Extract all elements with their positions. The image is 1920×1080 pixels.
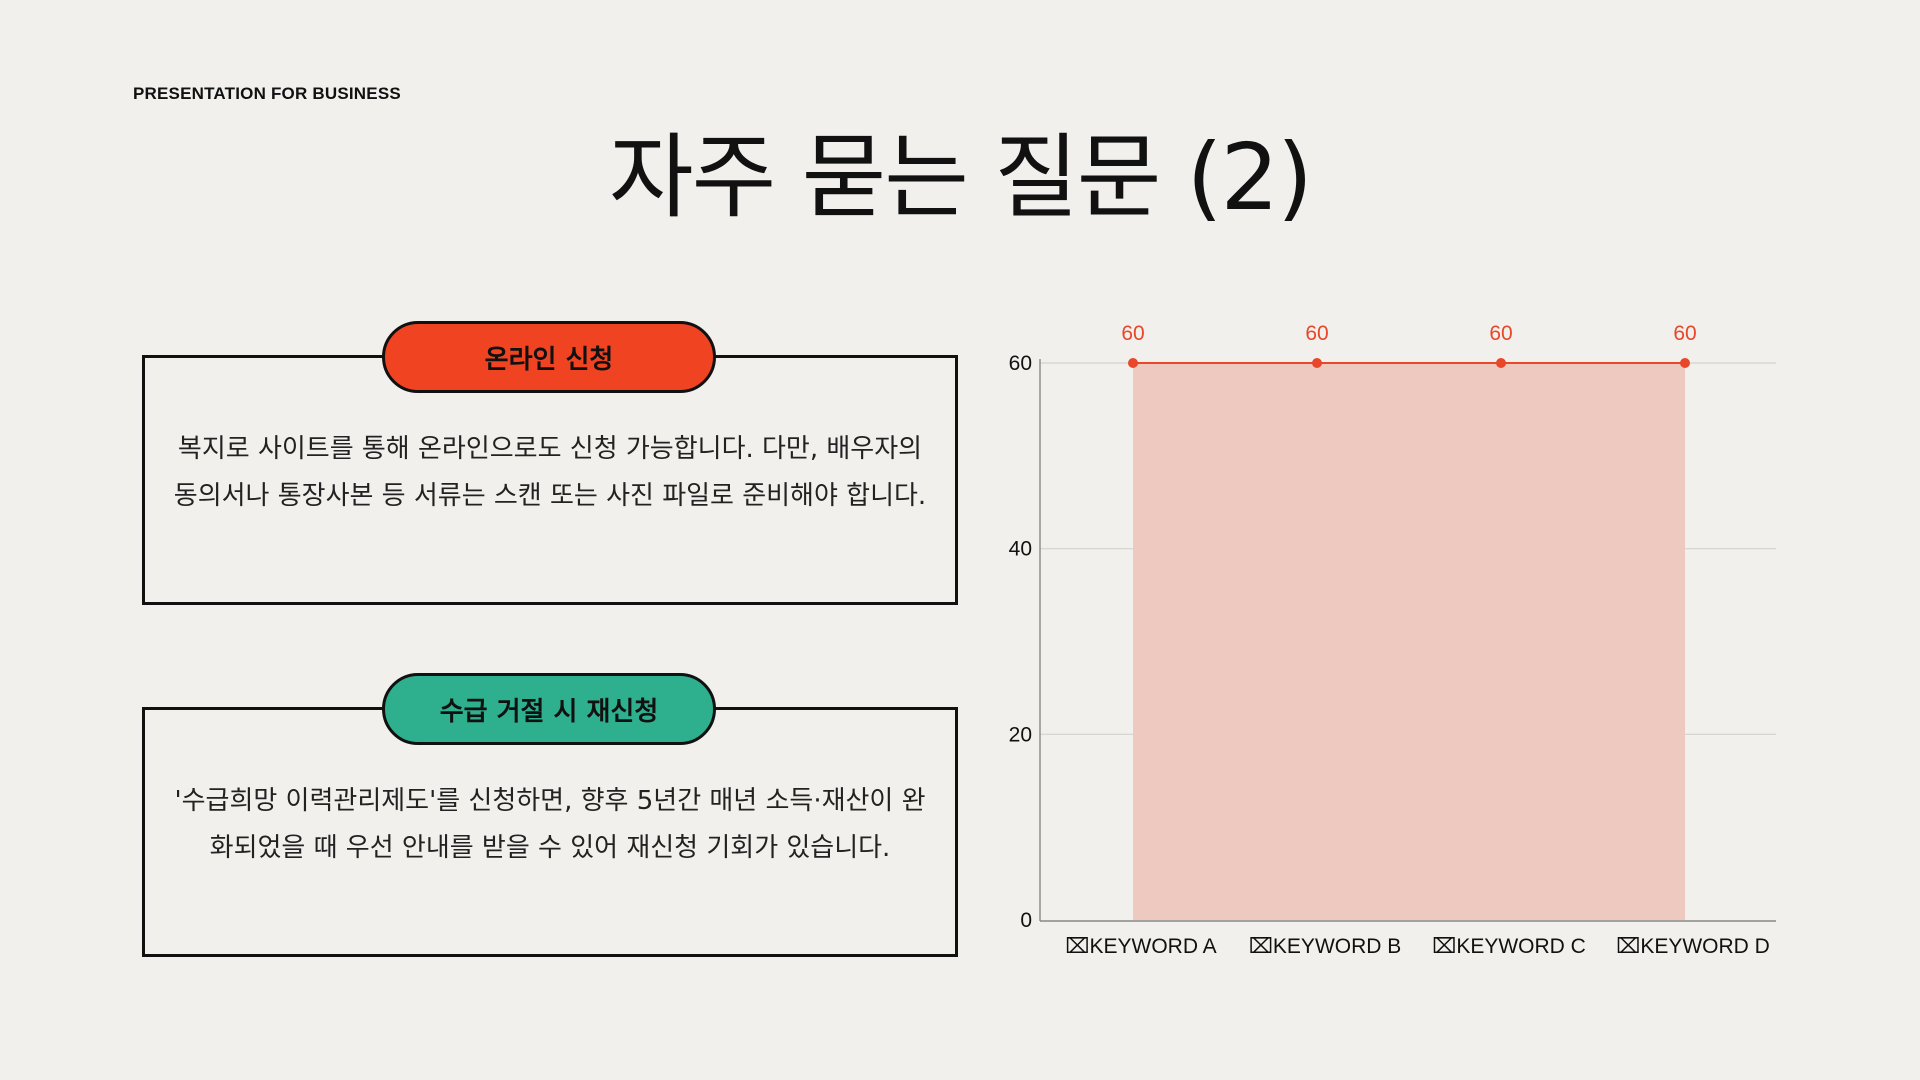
tag-pill-online: 온라인 신청 (382, 321, 716, 393)
card-line: 화되었을 때 우선 안내를 받을 수 있어 재신청 기회가 있습니다. (209, 833, 891, 863)
tag-pill-reapply: 수급 거절 시 재신청 (382, 673, 716, 745)
keyword-chart: 0 20 40 60 60 60 60 60 ⌧KEYWORD A ⌧KEYWORD B ⌧KEYW… (990, 305, 1790, 985)
x-tick-label: ⌧KEYWORD C (1432, 935, 1586, 958)
eyebrow-label: PRESENTATION FOR BUSINESS (133, 84, 401, 103)
card-line: 동의서나 통장사본 등 서류는 스캔 또는 사진 파일로 준비해야 합니다. (173, 481, 927, 511)
y-tick-label: 60 (1009, 352, 1032, 375)
data-point (1680, 358, 1690, 368)
series-area (1133, 363, 1685, 920)
x-tick-label: ⌧KEYWORD D (1616, 935, 1770, 958)
data-point (1312, 358, 1322, 368)
card-line: 복지로 사이트를 통해 온라인으로도 신청 가능합니다. 다만, 배우자의 (177, 434, 923, 464)
y-tick-label: 20 (1009, 723, 1032, 746)
data-label: 60 (1673, 322, 1696, 345)
y-tick-label: 40 (1009, 538, 1032, 561)
faq-card-reapply: '수급희망 이력관리제도'를 신청하면, 향후 5년간 매년 소득·재산이 완 … (142, 707, 958, 957)
chart-svg: 0 20 40 60 60 60 60 60 ⌧KEYWORD A ⌧KEYWORD B ⌧KEYW… (1009, 322, 1776, 958)
data-point (1128, 358, 1138, 368)
data-label: 60 (1305, 322, 1328, 345)
data-label: 60 (1489, 322, 1512, 345)
faq-card-online: 복지로 사이트를 통해 온라인으로도 신청 가능합니다. 다만, 배우자의 동의… (142, 355, 958, 605)
data-label: 60 (1121, 322, 1144, 345)
card-body: '수급희망 이력관리제도'를 신청하면, 향후 5년간 매년 소득·재산이 완 … (165, 778, 935, 872)
page-title: 자주 묻는 질문 (2) (609, 124, 1313, 231)
data-point (1496, 358, 1506, 368)
y-tick-label: 0 (1020, 909, 1032, 932)
card-body: 복지로 사이트를 통해 온라인으로도 신청 가능합니다. 다만, 배우자의 동의… (165, 426, 935, 520)
card-line: '수급희망 이력관리제도'를 신청하면, 향후 5년간 매년 소득·재산이 완 (174, 786, 926, 816)
x-tick-label: ⌧KEYWORD B (1249, 935, 1402, 958)
x-tick-label: ⌧KEYWORD A (1065, 935, 1216, 958)
